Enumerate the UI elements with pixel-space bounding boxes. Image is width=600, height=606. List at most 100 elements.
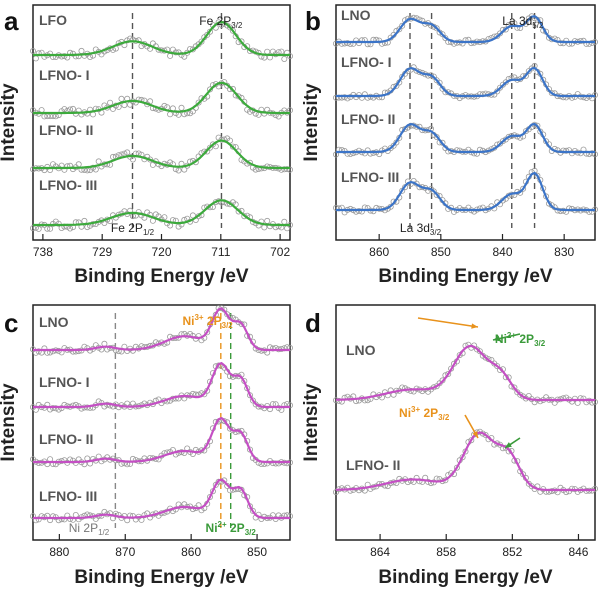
data-point bbox=[238, 38, 245, 45]
x-tick-label: 830 bbox=[554, 245, 574, 259]
data-point bbox=[70, 402, 77, 409]
series-line bbox=[336, 122, 595, 154]
data-point bbox=[355, 147, 362, 154]
data-point bbox=[107, 99, 114, 106]
data-point bbox=[482, 354, 489, 361]
data-point bbox=[124, 149, 131, 156]
series-line bbox=[33, 416, 290, 464]
data-point bbox=[215, 478, 222, 485]
data-point bbox=[235, 93, 242, 100]
x-tick-label: 729 bbox=[92, 245, 112, 259]
data-point bbox=[167, 111, 174, 118]
peak-annotation: Ni3+ 2P3/2 bbox=[399, 405, 450, 422]
data-point bbox=[399, 187, 406, 194]
data-point bbox=[453, 464, 460, 471]
data-point bbox=[29, 166, 36, 173]
series-line bbox=[33, 478, 290, 520]
data-point bbox=[476, 348, 483, 355]
data-point bbox=[189, 212, 196, 219]
x-tick-label: 720 bbox=[151, 245, 171, 259]
data-point bbox=[494, 363, 501, 370]
x-axis-title: Binding Energy /eV bbox=[74, 567, 249, 588]
series-label: LNO bbox=[346, 342, 376, 358]
data-point bbox=[445, 370, 452, 377]
y-axis-title: Intensity bbox=[0, 83, 19, 162]
data-point bbox=[32, 55, 39, 62]
data-point bbox=[522, 72, 529, 79]
data-point bbox=[75, 161, 82, 168]
x-axis-title: Binding Energy /eV bbox=[378, 567, 553, 588]
x-tick-label: 850 bbox=[247, 545, 267, 559]
x-tick-label: 860 bbox=[369, 245, 389, 259]
data-point bbox=[70, 105, 77, 112]
arrowhead-icon bbox=[471, 323, 478, 329]
data-point bbox=[47, 225, 54, 232]
data-point bbox=[61, 516, 68, 523]
data-point bbox=[537, 398, 544, 405]
x-tick-label: 702 bbox=[270, 245, 290, 259]
data-point bbox=[433, 191, 440, 198]
x-tick-label: 850 bbox=[431, 245, 451, 259]
data-point bbox=[50, 348, 57, 355]
plot-frame bbox=[335, 4, 596, 241]
arrowhead-icon bbox=[472, 431, 478, 438]
plot-frame bbox=[335, 304, 596, 541]
data-point bbox=[396, 26, 403, 33]
data-point bbox=[433, 133, 440, 140]
data-point bbox=[341, 94, 348, 101]
series-label: LFNO- III bbox=[39, 177, 97, 193]
data-point bbox=[499, 138, 506, 145]
data-point bbox=[249, 397, 256, 404]
data-point bbox=[281, 218, 288, 225]
panel-letter: d bbox=[305, 308, 321, 338]
series-label: LFNO- III bbox=[39, 488, 97, 504]
data-point bbox=[29, 48, 36, 55]
panel-letter: c bbox=[4, 308, 18, 338]
data-point bbox=[468, 437, 475, 444]
x-tick-label: 738 bbox=[33, 245, 53, 259]
data-point bbox=[569, 485, 576, 492]
x-tick-label: 880 bbox=[49, 545, 69, 559]
data-point bbox=[517, 391, 524, 398]
data-point bbox=[198, 38, 205, 45]
panel-b: LNO LFNO- I LFNO- II LFNO- III 860 850 840 830 L… bbox=[301, 4, 599, 287]
series-label: LFNO- I bbox=[39, 67, 90, 83]
series-label: LFNO- III bbox=[341, 169, 399, 185]
data-point bbox=[439, 31, 446, 38]
peak-annotation: Ni2+ 2P3/2 bbox=[206, 520, 257, 537]
data-point bbox=[226, 137, 233, 144]
data-point bbox=[229, 27, 236, 34]
peak-annotation: Fe 2P1/2 bbox=[111, 221, 155, 237]
data-point bbox=[522, 128, 529, 135]
data-point bbox=[75, 348, 82, 355]
data-point bbox=[226, 24, 233, 31]
data-point bbox=[502, 26, 509, 33]
series-label: LFNO- II bbox=[346, 457, 400, 473]
data-point bbox=[161, 102, 168, 109]
data-point bbox=[238, 320, 245, 327]
data-point bbox=[548, 90, 555, 97]
data-point bbox=[476, 205, 483, 212]
data-point bbox=[218, 136, 225, 143]
x-tick-label: 858 bbox=[436, 545, 456, 559]
data-point bbox=[47, 50, 54, 57]
series-line bbox=[33, 361, 290, 409]
arrowhead-icon bbox=[505, 442, 512, 448]
data-point bbox=[264, 217, 271, 224]
data-point bbox=[580, 395, 587, 402]
data-point bbox=[413, 67, 420, 74]
series-line bbox=[33, 307, 290, 352]
series-label: LFNO- II bbox=[39, 122, 93, 138]
data-point bbox=[175, 167, 182, 174]
series-label: LFNO- I bbox=[39, 374, 90, 390]
data-point bbox=[456, 352, 463, 359]
series-line bbox=[33, 20, 290, 57]
data-point bbox=[206, 86, 213, 93]
data-point bbox=[281, 56, 288, 63]
series-label: LFNO- I bbox=[341, 54, 392, 70]
data-point bbox=[195, 99, 202, 106]
data-point bbox=[132, 457, 139, 464]
data-point bbox=[338, 485, 345, 492]
data-point bbox=[232, 428, 239, 435]
peak-annotation: La 3d5/2 bbox=[502, 14, 544, 30]
